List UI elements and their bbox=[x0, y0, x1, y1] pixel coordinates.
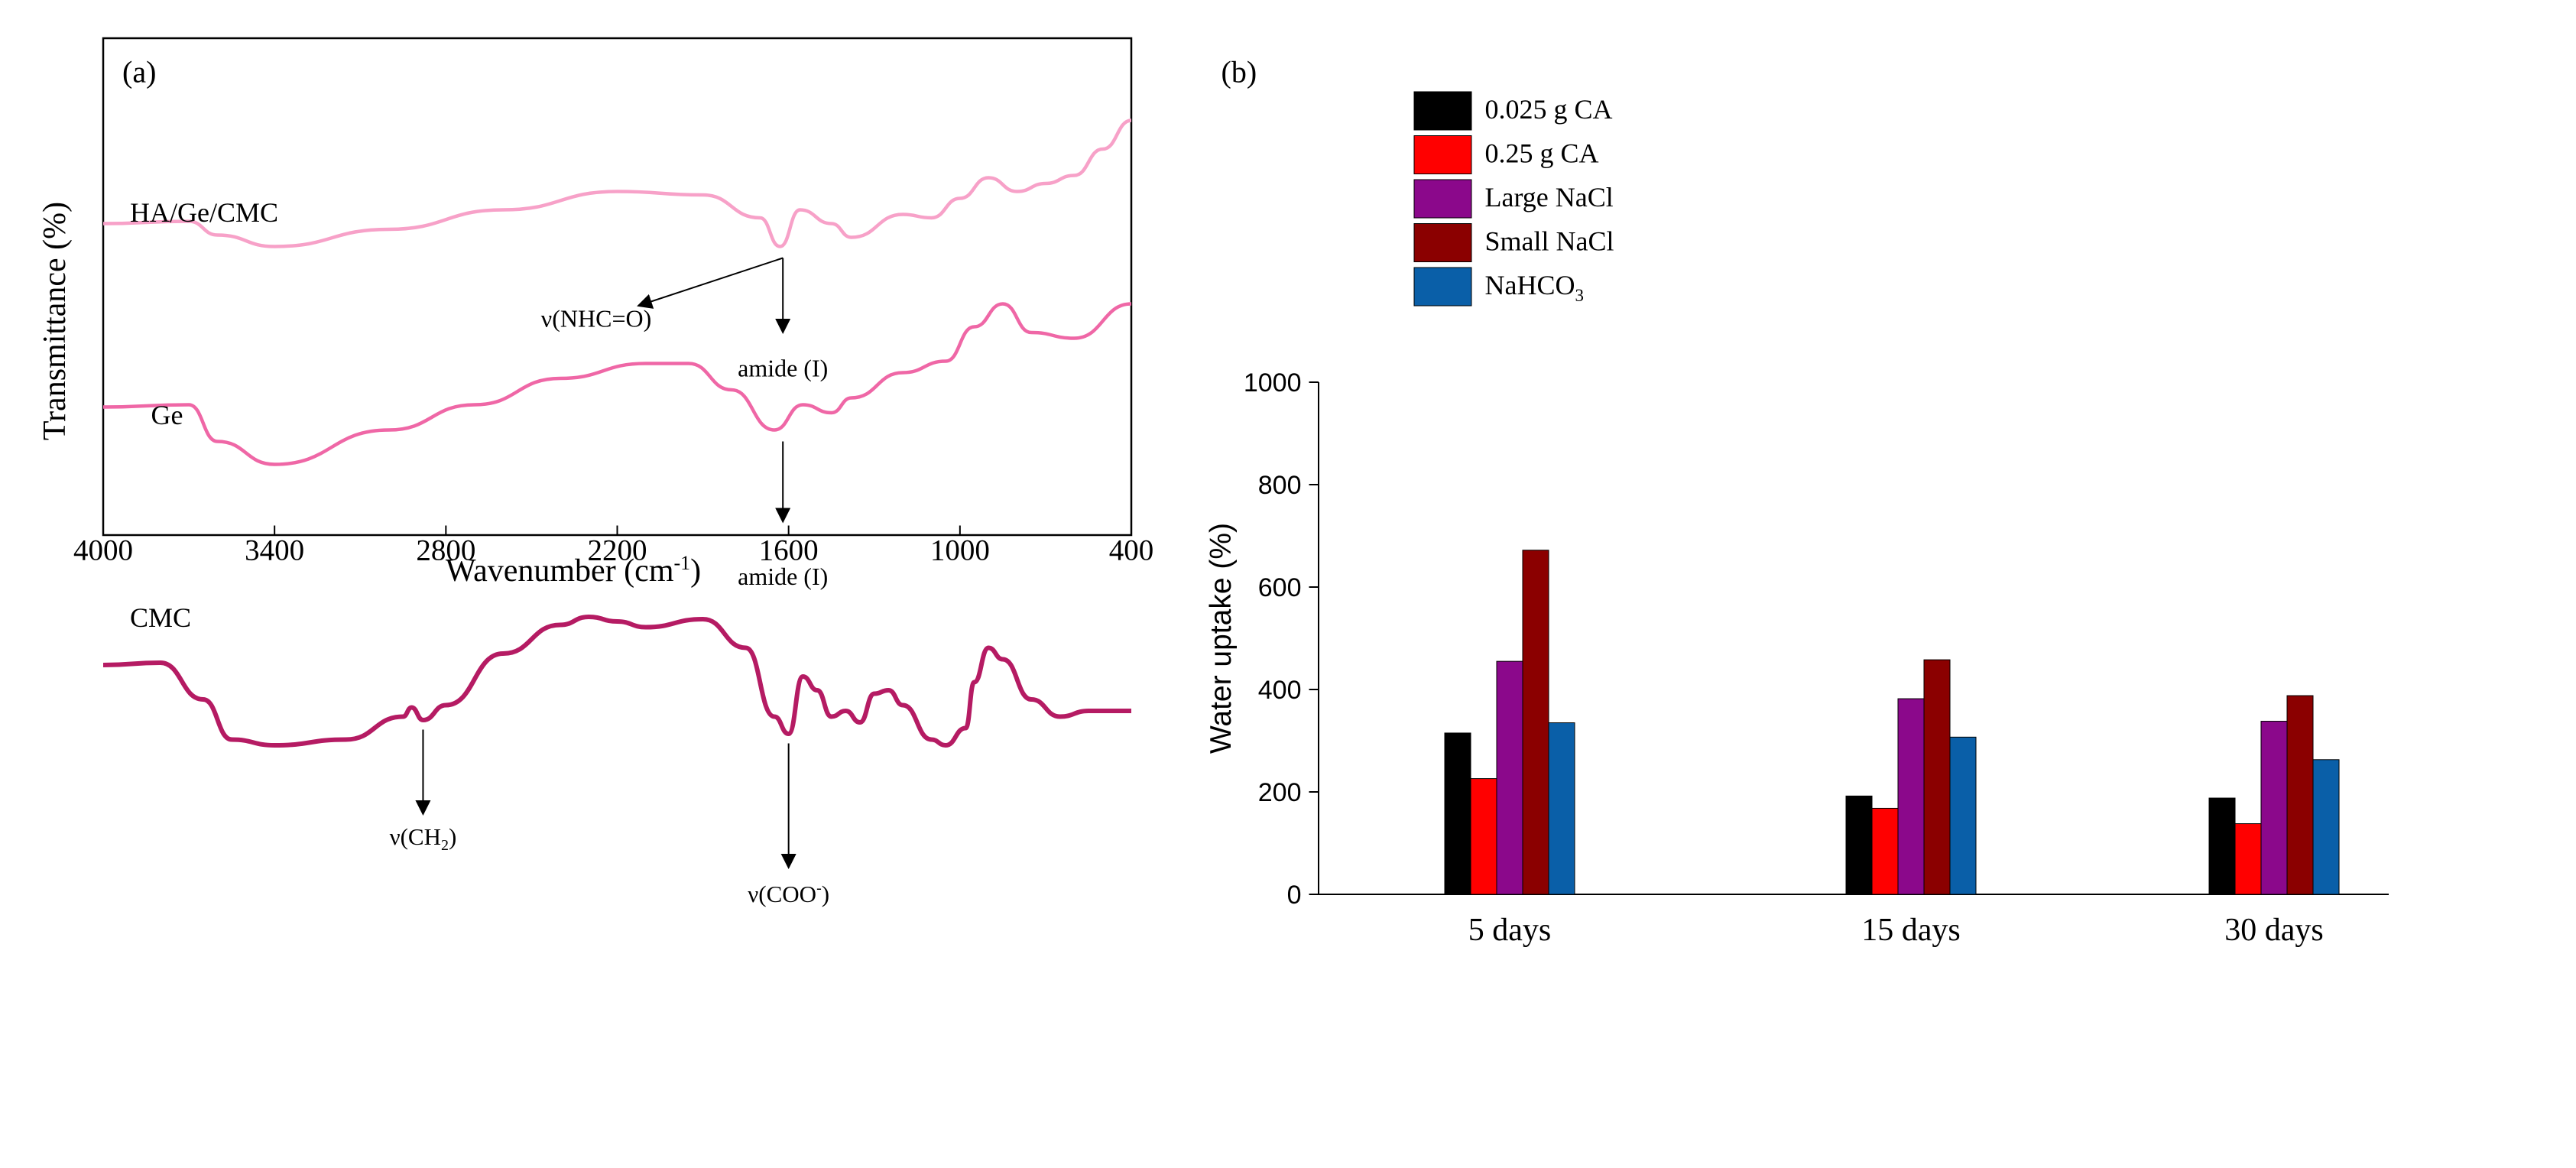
y-tick-label: 200 bbox=[1258, 778, 1302, 807]
legend-label: 0.25 g CA bbox=[1485, 138, 1599, 169]
bar-30-days-0-25-g-ca bbox=[2234, 823, 2262, 895]
panel-b-bars: 5 days 15 days 30 days bbox=[1444, 550, 2340, 948]
legend-swatch-small-nacl bbox=[1413, 223, 1472, 262]
bar-30-days-nahco3 bbox=[2312, 759, 2340, 895]
annotation-coo: ν(COO-) bbox=[748, 880, 829, 907]
legend-label: NaHCO3 bbox=[1485, 270, 1584, 305]
annotation-ch2: ν(CH2) bbox=[390, 823, 457, 854]
panel-a-spectra: ν(NHC=O)amide (I)amide (I)ν(CH2)ν(COO-) bbox=[102, 118, 1132, 907]
x-tick-label: 3400 bbox=[245, 534, 304, 567]
series-label-ge: Ge bbox=[151, 400, 183, 430]
legend-label-main: Large NaCl bbox=[1485, 182, 1614, 213]
legend-label: 0.025 g CA bbox=[1485, 94, 1613, 125]
x-category-label: 30 days bbox=[2224, 913, 2324, 948]
y-tick-label: 1000 bbox=[1244, 368, 1302, 397]
bar-15-days-0-25-g-ca bbox=[1871, 807, 1899, 895]
panel-a-y-axis-label: Transmittance (%) bbox=[37, 202, 73, 440]
series-label-cmc: CMC bbox=[130, 602, 191, 633]
bar-30-days-small-nacl bbox=[2286, 695, 2314, 895]
x-tick-label: 4000 bbox=[73, 534, 133, 567]
annotation-ch2-end: ) bbox=[449, 823, 456, 850]
annotation-coo-main: ν(COO bbox=[748, 881, 816, 907]
bar-15-days-small-nacl bbox=[1923, 659, 1951, 895]
bar-5-days-nahco3 bbox=[1548, 722, 1575, 895]
panel-b-axes: 0 200 400 600 800 1000 bbox=[1244, 368, 2389, 910]
spectrum-line-cmc bbox=[102, 615, 1131, 748]
x-tick-label: 1600 bbox=[759, 534, 819, 567]
legend-swatch-nahco3 bbox=[1413, 267, 1472, 307]
bar-5-days-large-nacl bbox=[1496, 660, 1523, 895]
x-tick-label: 2200 bbox=[588, 534, 647, 567]
legend-label-main: Small NaCl bbox=[1485, 226, 1614, 257]
y-tick-label: 600 bbox=[1258, 573, 1302, 602]
panel-a-x-axis-label: Wavenumber (cm-1) bbox=[446, 552, 701, 589]
legend-swatch-large-nacl bbox=[1413, 179, 1472, 219]
panel-a-ftir-chart: (a) Transmittance (%) Wavenumber (cm-1) … bbox=[37, 37, 1154, 907]
legend-swatch-0-25-g-ca bbox=[1413, 135, 1472, 174]
legend-label-main: NaHCO bbox=[1485, 270, 1575, 300]
bar-30-days-large-nacl bbox=[2260, 721, 2288, 895]
x-tick-label: 1000 bbox=[930, 534, 990, 567]
x-axis-label-close: ) bbox=[690, 553, 701, 589]
annotation-nhc-o: ν(NHC=O) bbox=[541, 305, 652, 333]
bar-5-days-0-025-g-ca bbox=[1444, 732, 1471, 895]
bar-15-days-large-nacl bbox=[1897, 698, 1925, 895]
annotation-coo-sup: - bbox=[816, 880, 822, 897]
annotation-amide-i-hagecmc: amide (I) bbox=[738, 355, 828, 382]
panel-b-y-axis-label: Water uptake (%) bbox=[1205, 523, 1238, 754]
legend-label-main: 0.25 g CA bbox=[1485, 138, 1599, 169]
annotation-amide-i-ge: amide (I) bbox=[738, 563, 828, 590]
x-category-label: 5 days bbox=[1468, 913, 1552, 948]
panel-b-legend: 0.025 g CA 0.25 g CA Large NaCl Small NaCl N… bbox=[1413, 91, 1614, 307]
panel-a-x-ticks: 4000 3400 2800 2200 1600 1000 400 bbox=[73, 525, 1154, 567]
y-tick-label: 800 bbox=[1258, 471, 1302, 500]
legend-label: Large NaCl bbox=[1485, 182, 1614, 213]
legend-label-main: 0.025 g CA bbox=[1485, 94, 1613, 125]
legend-swatch-0-025-g-ca bbox=[1413, 91, 1472, 131]
x-tick-label: 2800 bbox=[416, 534, 475, 567]
x-axis-label-main: Wavenumber (cm bbox=[446, 553, 674, 589]
x-category-label: 15 days bbox=[1861, 913, 1961, 948]
nhc-o-arrow bbox=[637, 257, 784, 309]
annotation-ch2-main: ν(CH bbox=[390, 823, 441, 850]
panel-b-bar-chart: (b) Water uptake (%) 0 200 400 600 800 1000 5… bbox=[1205, 55, 2389, 948]
bar-15-days-nahco3 bbox=[1949, 736, 1977, 895]
spectrum-line-ge bbox=[102, 302, 1132, 466]
legend-label-sub: 3 bbox=[1575, 286, 1584, 305]
panel-b-label: (b) bbox=[1221, 55, 1257, 89]
legend-label: Small NaCl bbox=[1485, 226, 1614, 257]
spectrum-line-ha-ge-cmc bbox=[102, 118, 1132, 248]
y-tick-label: 0 bbox=[1287, 881, 1302, 910]
annotation-ch2-sub: 2 bbox=[441, 837, 449, 854]
bar-5-days-small-nacl bbox=[1522, 550, 1549, 895]
panel-a-label: (a) bbox=[122, 55, 156, 89]
x-tick-label: 400 bbox=[1109, 534, 1154, 567]
x-axis-label-superscript: -1 bbox=[673, 552, 690, 574]
y-tick-label: 400 bbox=[1258, 676, 1302, 705]
bar-30-days-0-025-g-ca bbox=[2208, 797, 2236, 895]
bar-5-days-0-25-g-ca bbox=[1470, 778, 1497, 895]
series-label-ha-ge-cmc: HA/Ge/CMC bbox=[130, 197, 278, 228]
bar-15-days-0-025-g-ca bbox=[1845, 795, 1873, 895]
annotation-coo-end: ) bbox=[822, 881, 829, 907]
